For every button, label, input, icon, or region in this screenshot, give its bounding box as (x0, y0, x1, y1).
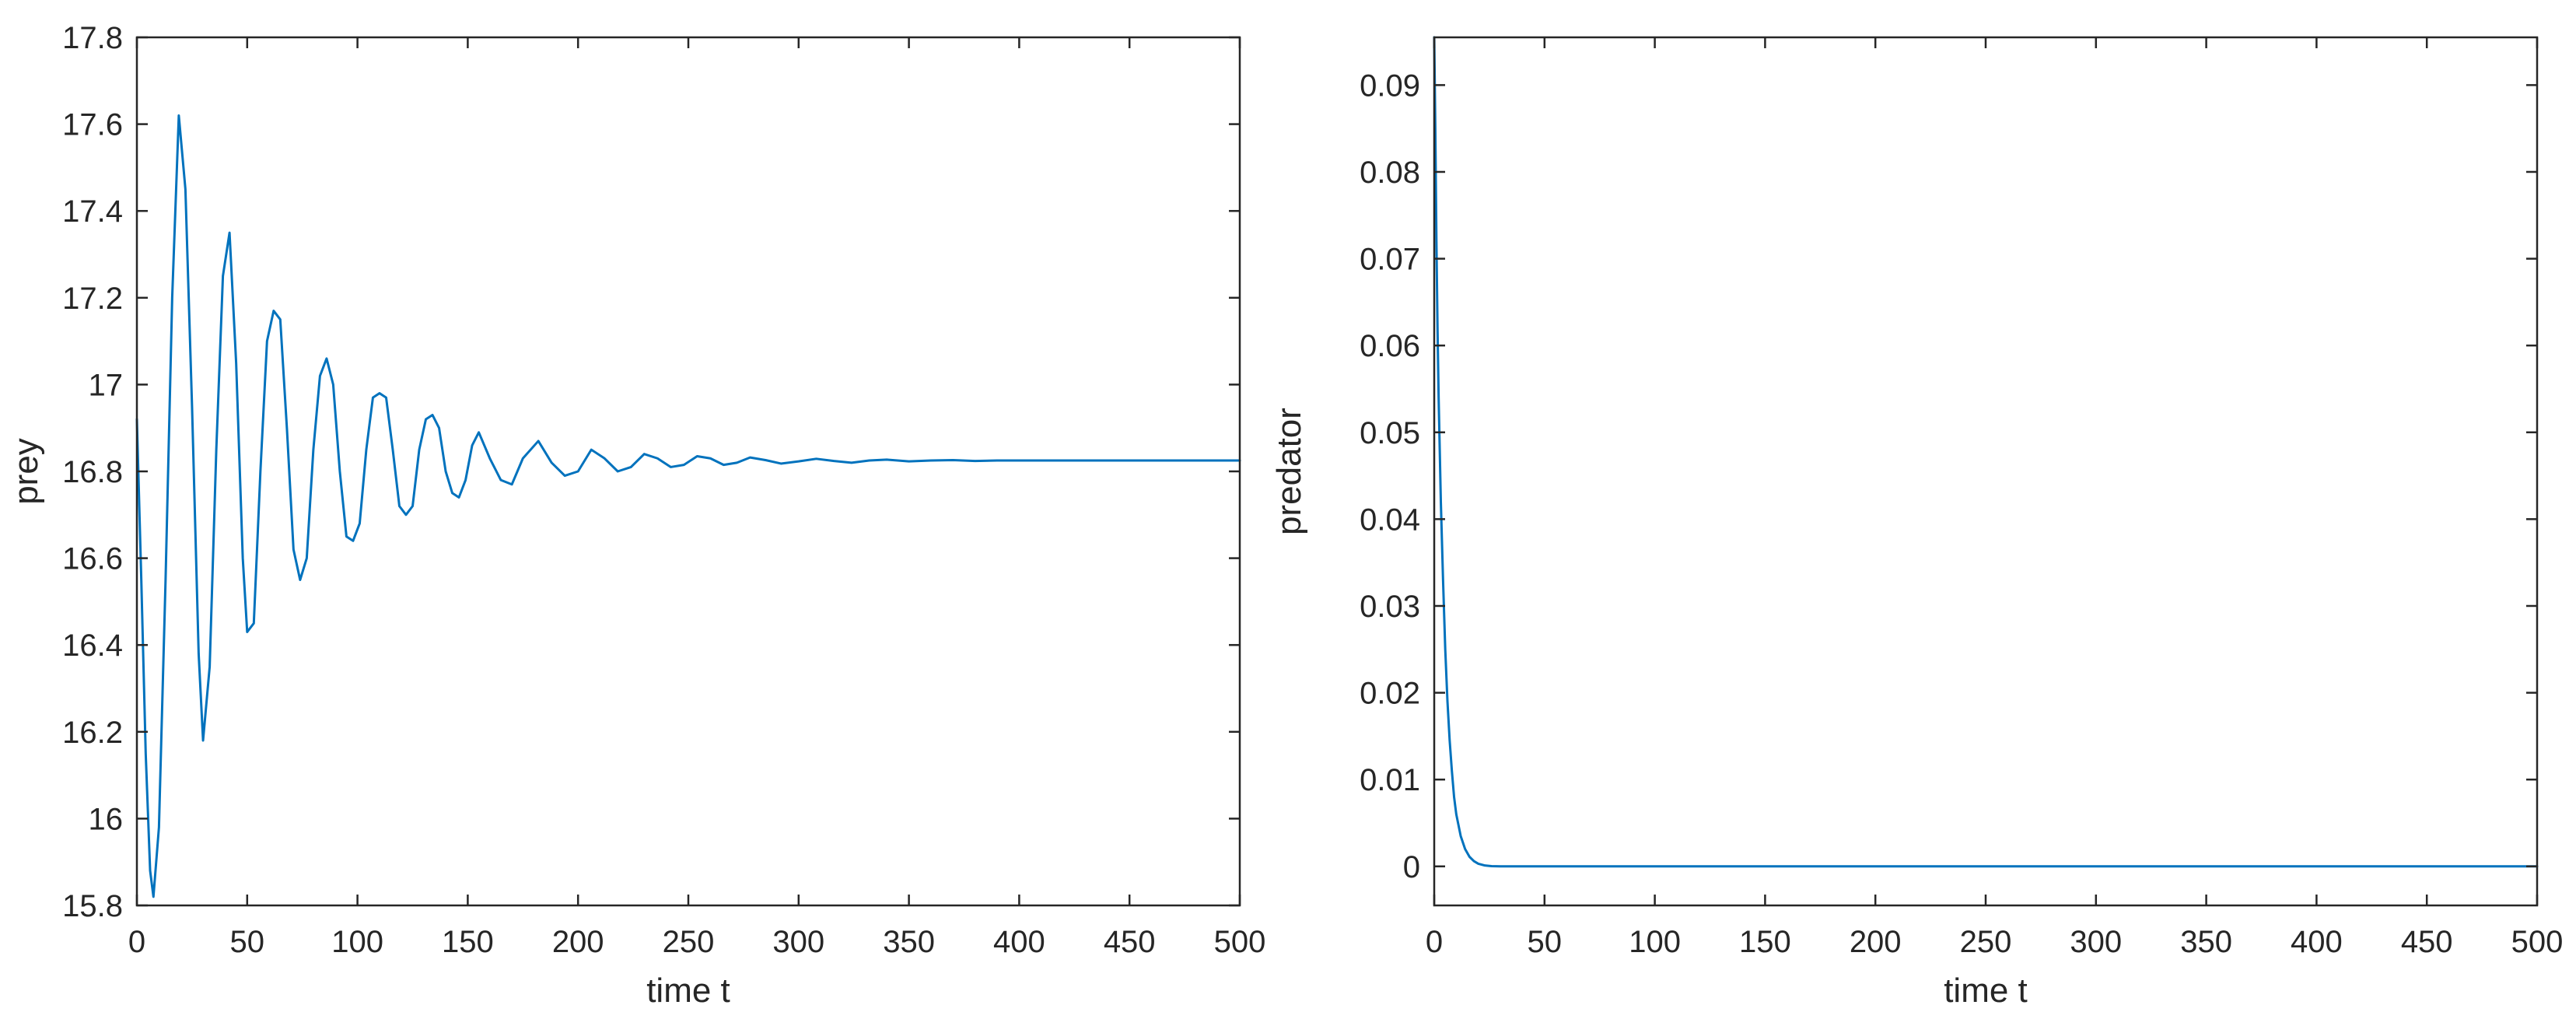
predator-y-tick-label: 0 (1403, 850, 1420, 884)
prey-y-tick-label: 16.6 (62, 542, 123, 576)
predator-y-tick-label: 0.05 (1360, 416, 1420, 450)
predator-x-tick-label: 200 (1850, 925, 1902, 959)
prey-y-axis-label: prey (7, 438, 45, 505)
prey-line-layer (135, 114, 1241, 898)
prey-x-tick-label: 0 (128, 925, 145, 959)
predator-x-tick-label: 50 (1528, 925, 1563, 959)
prey-y-tick-label: 17.4 (62, 194, 123, 229)
prey-x-tick-label: 450 (1104, 925, 1156, 959)
predator-y-tick-label: 0.03 (1360, 590, 1420, 624)
predator-y-tick-label: 0.01 (1360, 763, 1420, 797)
prey-x-tick-label: 250 (663, 925, 715, 959)
prey-x-tick-label: 350 (883, 925, 935, 959)
prey-chart: 0 50 100 150 200 250 300 350 400 450 500 15.8 16 16.… (7, 21, 1265, 1010)
predator-x-tick-label: 150 (1739, 925, 1791, 959)
prey-y-tick-label: 16.2 (62, 716, 123, 750)
predator-x-tick-label: 400 (2291, 925, 2343, 959)
predator-y-tick-label: 0.02 (1360, 677, 1420, 711)
predator-y-tick-label: 0.07 (1360, 243, 1420, 277)
predator-series-line-0 (1433, 36, 2539, 868)
prey-y-tick-label: 17.8 (62, 21, 123, 55)
prey-y-tick-label: 16.8 (62, 455, 123, 489)
predator-x-tick-label: 100 (1629, 925, 1681, 959)
predator-y-tick-label: 0.04 (1360, 502, 1420, 537)
prey-y-tick-label: 17 (89, 368, 124, 402)
prey-x-axis-label: time t (646, 972, 730, 1010)
predator-y-ticks: 0 0.01 0.02 0.03 0.04 0.05 0.06 0.07 0.08 0.09 (1360, 68, 2537, 884)
predator-chart: 0 50 100 150 200 250 300 350 400 450 500 0 0.01 0.02… (1270, 36, 2564, 1010)
prey-x-tick-label: 150 (442, 925, 494, 959)
prey-series-line-0 (135, 114, 1241, 898)
predator-x-tick-label: 0 (1426, 925, 1443, 959)
predator-x-axis-label: time t (1944, 972, 2028, 1010)
prey-y-tick-label: 17.2 (62, 282, 123, 316)
prey-x-tick-label: 50 (230, 925, 265, 959)
predator-x-tick-label: 350 (2180, 925, 2232, 959)
predator-x-tick-label: 250 (1960, 925, 2012, 959)
prey-y-ticks: 15.8 16 16.2 16.4 16.6 16.8 17 17.2 17.4 17.6 17.8 (62, 21, 1240, 923)
prey-y-tick-label: 16.4 (62, 629, 123, 663)
prey-x-tick-label: 500 (1214, 925, 1266, 959)
prey-x-tick-label: 100 (331, 925, 383, 959)
prey-x-tick-label: 400 (993, 925, 1045, 959)
prey-x-tick-label: 300 (772, 925, 824, 959)
predator-x-tick-label: 300 (2070, 925, 2122, 959)
predator-x-ticks: 0 50 100 150 200 250 300 350 400 450 500 (1426, 37, 2564, 959)
prey-x-ticks: 0 50 100 150 200 250 300 350 400 450 500 (128, 37, 1266, 959)
predator-x-tick-label: 450 (2401, 925, 2453, 959)
prey-x-tick-label: 200 (552, 925, 604, 959)
predator-y-tick-label: 0.06 (1360, 329, 1420, 363)
predator-y-tick-label: 0.08 (1360, 156, 1420, 190)
predator-line-layer (1433, 36, 2539, 868)
prey-y-tick-label: 17.6 (62, 108, 123, 142)
predator-y-tick-label: 0.09 (1360, 68, 1420, 103)
prey-y-tick-label: 16 (89, 802, 124, 836)
prey-y-tick-label: 15.8 (62, 889, 123, 923)
predator-x-tick-label: 500 (2511, 925, 2564, 959)
predator-y-axis-label: predator (1270, 408, 1308, 535)
